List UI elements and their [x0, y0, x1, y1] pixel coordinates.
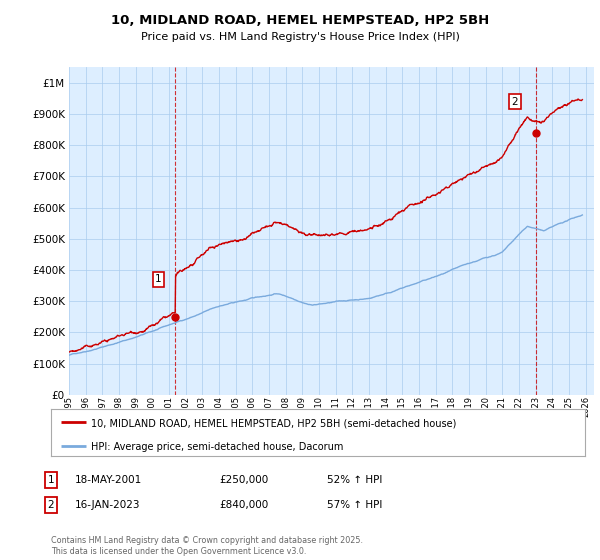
Text: 10, MIDLAND ROAD, HEMEL HEMPSTEAD, HP2 5BH (semi-detached house): 10, MIDLAND ROAD, HEMEL HEMPSTEAD, HP2 5…	[91, 418, 457, 428]
Text: 52% ↑ HPI: 52% ↑ HPI	[327, 475, 382, 485]
Text: 1: 1	[47, 475, 55, 485]
Text: £250,000: £250,000	[219, 475, 268, 485]
Text: 2: 2	[47, 500, 55, 510]
Text: Contains HM Land Registry data © Crown copyright and database right 2025.
This d: Contains HM Land Registry data © Crown c…	[51, 536, 363, 556]
Text: £840,000: £840,000	[219, 500, 268, 510]
Text: 57% ↑ HPI: 57% ↑ HPI	[327, 500, 382, 510]
Text: 18-MAY-2001: 18-MAY-2001	[75, 475, 142, 485]
Text: Price paid vs. HM Land Registry's House Price Index (HPI): Price paid vs. HM Land Registry's House …	[140, 32, 460, 43]
Text: 2: 2	[511, 97, 518, 106]
Text: HPI: Average price, semi-detached house, Dacorum: HPI: Average price, semi-detached house,…	[91, 442, 343, 452]
Text: 1: 1	[155, 274, 162, 284]
Text: 10, MIDLAND ROAD, HEMEL HEMPSTEAD, HP2 5BH: 10, MIDLAND ROAD, HEMEL HEMPSTEAD, HP2 5…	[111, 14, 489, 27]
Text: 16-JAN-2023: 16-JAN-2023	[75, 500, 140, 510]
